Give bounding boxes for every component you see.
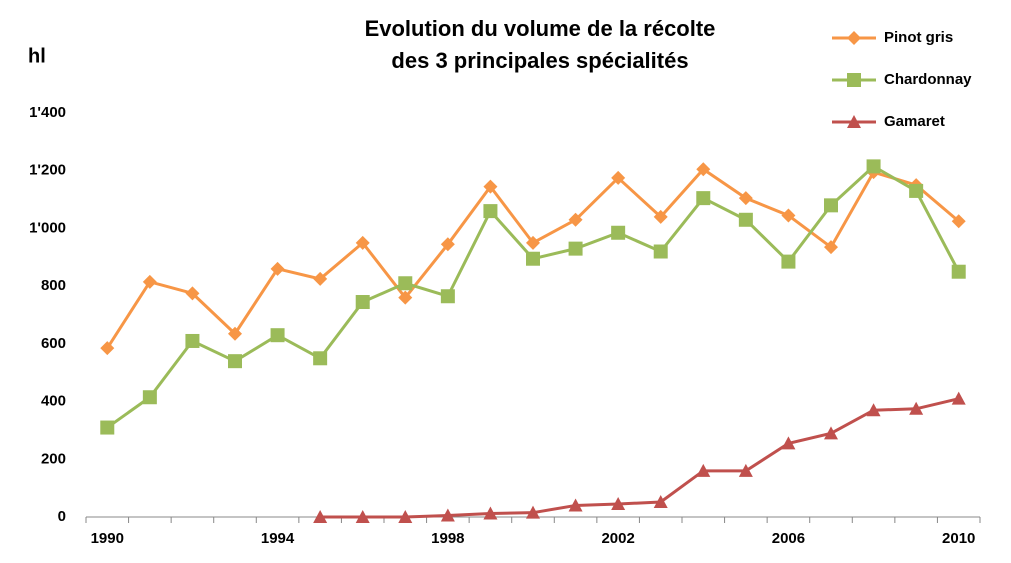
data-point xyxy=(824,240,838,255)
x-tick-label: 1998 xyxy=(431,530,464,547)
data-point xyxy=(951,391,966,405)
data-point xyxy=(398,510,413,523)
data-point xyxy=(100,420,115,435)
data-point xyxy=(142,390,157,405)
data-point xyxy=(526,505,540,519)
data-point xyxy=(355,235,370,250)
data-point xyxy=(653,209,668,224)
data-point xyxy=(313,271,328,286)
data-point xyxy=(611,497,626,511)
y-tick-label: 1'200 xyxy=(29,162,66,179)
data-point xyxy=(611,225,626,240)
data-point xyxy=(440,289,455,304)
data-point xyxy=(355,510,370,523)
data-point xyxy=(653,494,668,508)
data-point xyxy=(270,261,285,276)
data-point xyxy=(951,214,966,229)
data-point xyxy=(951,264,966,279)
legend-marker xyxy=(847,73,861,87)
data-point xyxy=(355,295,370,310)
legend-marker xyxy=(847,31,861,45)
data-point xyxy=(696,463,711,477)
legend-label: Chardonnay xyxy=(884,71,972,88)
data-point xyxy=(611,170,626,185)
chart-title: des 3 principales spécialités xyxy=(391,48,688,73)
chart-title: Evolution du volume de la récolte xyxy=(365,16,716,41)
data-point xyxy=(398,276,413,291)
y-tick-label: 1'000 xyxy=(29,219,66,236)
data-point xyxy=(909,401,924,415)
legend-marker xyxy=(847,115,861,128)
data-point xyxy=(824,426,838,440)
y-tick-label: 1'400 xyxy=(29,104,66,121)
data-point xyxy=(781,254,796,269)
data-point xyxy=(866,159,881,174)
data-point xyxy=(483,204,498,219)
data-point xyxy=(568,498,583,512)
y-tick-label: 200 xyxy=(41,450,66,467)
y-tick-label: 600 xyxy=(41,335,66,352)
data-point xyxy=(696,191,711,206)
data-point xyxy=(228,326,242,341)
data-point xyxy=(696,162,711,177)
data-point xyxy=(568,212,583,227)
data-point xyxy=(738,212,753,227)
series-line xyxy=(320,397,960,519)
data-point xyxy=(313,351,328,366)
data-point xyxy=(483,506,498,520)
data-point xyxy=(824,198,838,213)
data-point xyxy=(568,241,583,256)
data-point xyxy=(653,244,668,259)
data-point xyxy=(738,191,753,206)
data-point xyxy=(440,237,455,252)
x-tick-label: 1994 xyxy=(261,530,295,547)
data-point xyxy=(440,508,455,522)
data-point xyxy=(526,235,540,250)
legend-label: Pinot gris xyxy=(884,29,953,46)
x-tick-label: 2006 xyxy=(772,530,805,547)
x-tick-label: 2002 xyxy=(601,530,634,547)
data-point xyxy=(270,328,285,343)
y-tick-label: 0 xyxy=(58,508,66,525)
data-point xyxy=(142,274,157,289)
y-tick-label: 400 xyxy=(41,393,66,410)
data-point xyxy=(228,354,242,369)
data-point xyxy=(781,436,796,450)
data-point xyxy=(185,286,200,301)
legend-label: Gamaret xyxy=(884,113,945,130)
data-point xyxy=(483,179,498,194)
data-point xyxy=(100,341,115,356)
data-point xyxy=(185,333,200,348)
y-tick-label: 800 xyxy=(41,277,66,294)
x-tick-label: 1990 xyxy=(91,530,124,547)
x-tick-label: 2010 xyxy=(942,530,975,547)
data-point xyxy=(781,208,796,223)
y-axis-label: hl xyxy=(28,45,46,67)
data-point xyxy=(526,251,540,266)
data-point xyxy=(866,403,881,417)
data-point xyxy=(313,510,328,523)
data-point xyxy=(738,463,753,477)
data-point xyxy=(909,183,924,198)
data-point xyxy=(398,290,413,305)
